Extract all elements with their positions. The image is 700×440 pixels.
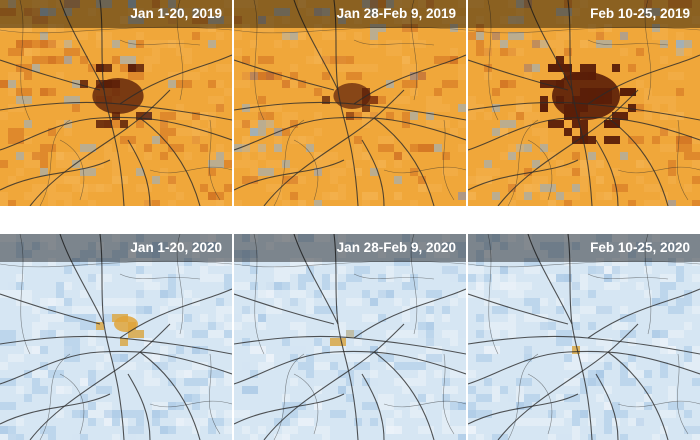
map-image [234, 234, 466, 440]
pollution-hotspot [552, 72, 620, 120]
map-image [0, 0, 232, 206]
panel-title: Jan 28-Feb 9, 2020 [234, 234, 466, 262]
panel-title: Jan 1-20, 2020 [0, 234, 232, 262]
map-panel-feb10-25-2019: Feb 10-25, 2019 [468, 0, 700, 206]
map-panel-feb10-25-2020: Feb 10-25, 2020 [468, 234, 700, 440]
concentration-layer [234, 0, 466, 206]
panel-title: Jan 28-Feb 9, 2019 [234, 0, 466, 28]
panel-title: Feb 10-25, 2019 [468, 0, 700, 28]
map-image [0, 234, 232, 440]
road-network [468, 0, 700, 206]
concentration-layer [0, 0, 232, 206]
map-image [468, 234, 700, 440]
map-panel-jan28-feb9-2019: Jan 28-Feb 9, 2019 [234, 0, 466, 206]
map-panel-jan28-feb9-2020: Jan 28-Feb 9, 2020 [234, 234, 466, 440]
road-network [234, 0, 466, 206]
pollution-hotspot [333, 83, 371, 109]
pollution-hotspot [114, 316, 138, 332]
panel-title: Jan 1-20, 2019 [0, 0, 232, 28]
map-image [468, 0, 700, 206]
road-network [468, 234, 700, 440]
pollution-hotspot [92, 78, 144, 114]
map-panel-jan1-20-2020: Jan 1-20, 2020 [0, 234, 232, 440]
panel-title: Feb 10-25, 2020 [468, 234, 700, 262]
map-panel-jan1-20-2019: Jan 1-20, 2019 [0, 0, 232, 206]
road-network [0, 0, 232, 206]
map-image [234, 0, 466, 206]
